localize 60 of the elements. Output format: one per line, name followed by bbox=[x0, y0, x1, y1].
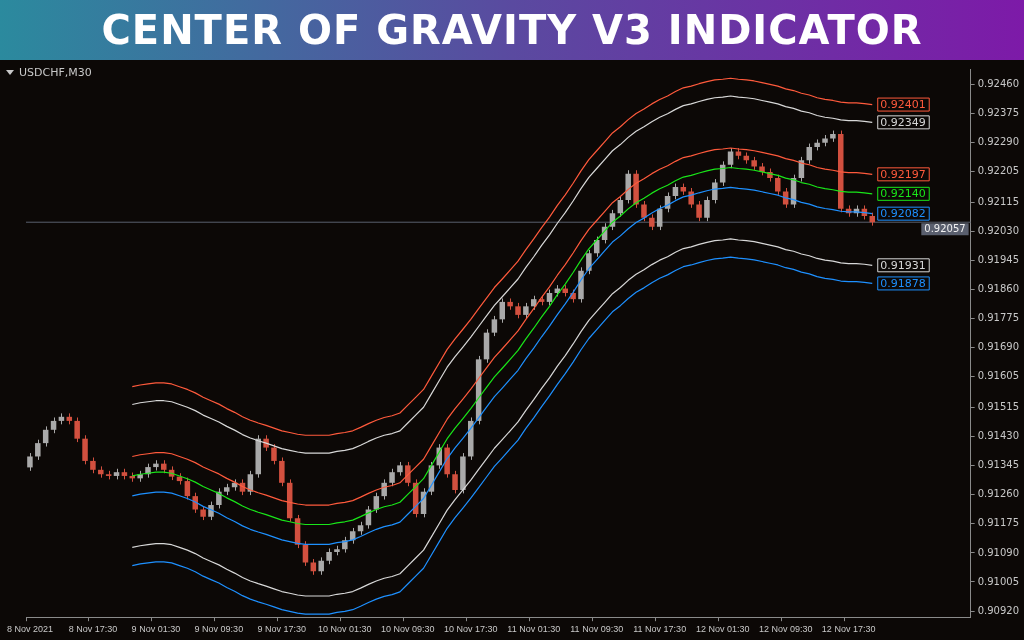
y-tick-label: 0.91005 bbox=[977, 575, 1020, 587]
data-label: 0.91931 bbox=[880, 258, 926, 272]
y-tick-label: 0.91345 bbox=[977, 459, 1020, 471]
candlestick bbox=[184, 477, 191, 501]
chart-subtitle: USDCHF,M30 bbox=[19, 66, 92, 79]
x-tick-label: 10 Nov 17:30 bbox=[444, 624, 498, 635]
x-tick-label: 8 Nov 17:30 bbox=[68, 624, 118, 635]
x-tick-label: 9 Nov 01:30 bbox=[131, 624, 181, 635]
x-tick-label: 11 Nov 01:30 bbox=[507, 624, 561, 635]
y-tick-label: 0.91090 bbox=[977, 546, 1020, 558]
candlestick bbox=[82, 434, 88, 465]
y-tick-label: 0.91860 bbox=[977, 283, 1020, 295]
x-tick-label: 9 Nov 17:30 bbox=[257, 624, 307, 635]
data-label: 0.92082 bbox=[880, 207, 926, 221]
x-tick-label: 10 Nov 01:30 bbox=[318, 624, 372, 635]
candlestick bbox=[704, 196, 710, 222]
y-tick-label: 0.91515 bbox=[977, 401, 1020, 413]
x-tick-label: 12 Nov 09:30 bbox=[758, 624, 813, 635]
y-tick-label: 0.91175 bbox=[977, 517, 1020, 529]
y-tick-label: 0.92205 bbox=[977, 165, 1020, 177]
x-tick-label: 11 Nov 17:30 bbox=[633, 624, 687, 635]
y-tick-label: 0.91260 bbox=[977, 488, 1020, 500]
y-tick-label: 0.91690 bbox=[977, 341, 1020, 353]
candlestick bbox=[74, 416, 80, 443]
data-label: 0.92401 bbox=[880, 97, 926, 111]
x-tick-label: 12 Nov 17:30 bbox=[821, 624, 876, 635]
y-tick-label: 0.92375 bbox=[977, 107, 1020, 119]
x-tick-label: 11 Nov 09:30 bbox=[570, 624, 624, 635]
candlestick bbox=[641, 200, 647, 222]
y-tick-label: 0.92115 bbox=[977, 195, 1020, 207]
candlestick bbox=[279, 456, 285, 487]
x-tick-label: 10 Nov 09:30 bbox=[381, 624, 435, 635]
candlestick bbox=[586, 249, 592, 275]
data-label: 0.92349 bbox=[880, 115, 926, 129]
y-tick-label: 0.91775 bbox=[977, 312, 1020, 324]
y-tick-label: 0.91605 bbox=[977, 370, 1020, 382]
y-tick-label: 0.91945 bbox=[977, 254, 1020, 266]
y-tick-label: 0.92460 bbox=[977, 77, 1020, 89]
candlestick bbox=[452, 470, 458, 494]
candlestick bbox=[405, 461, 411, 487]
y-tick-label: 0.90920 bbox=[977, 604, 1020, 616]
candlestick bbox=[35, 439, 41, 461]
candlestick bbox=[727, 147, 734, 169]
data-label: 0.92197 bbox=[880, 167, 926, 181]
x-tick-label: 8 Nov 2021 bbox=[6, 624, 53, 635]
candlestick bbox=[271, 443, 277, 465]
candlestick bbox=[775, 174, 781, 196]
ref-line-label: 0.92057 bbox=[924, 223, 966, 235]
x-tick-label: 9 Nov 09:30 bbox=[194, 624, 244, 635]
x-tick-label: 12 Nov 01:30 bbox=[695, 624, 750, 635]
y-tick-label: 0.91430 bbox=[977, 430, 1020, 442]
candlestick bbox=[688, 187, 694, 209]
chart-title: CENTER OF GRAVITY V3 INDICATOR bbox=[101, 7, 923, 53]
candlestick bbox=[491, 315, 498, 337]
data-label: 0.92140 bbox=[880, 187, 926, 201]
data-label: 0.91878 bbox=[880, 276, 926, 290]
y-tick-label: 0.92290 bbox=[977, 136, 1020, 148]
y-tick-label: 0.92030 bbox=[977, 225, 1020, 237]
candlestick bbox=[712, 178, 718, 204]
candlestick bbox=[696, 200, 702, 222]
